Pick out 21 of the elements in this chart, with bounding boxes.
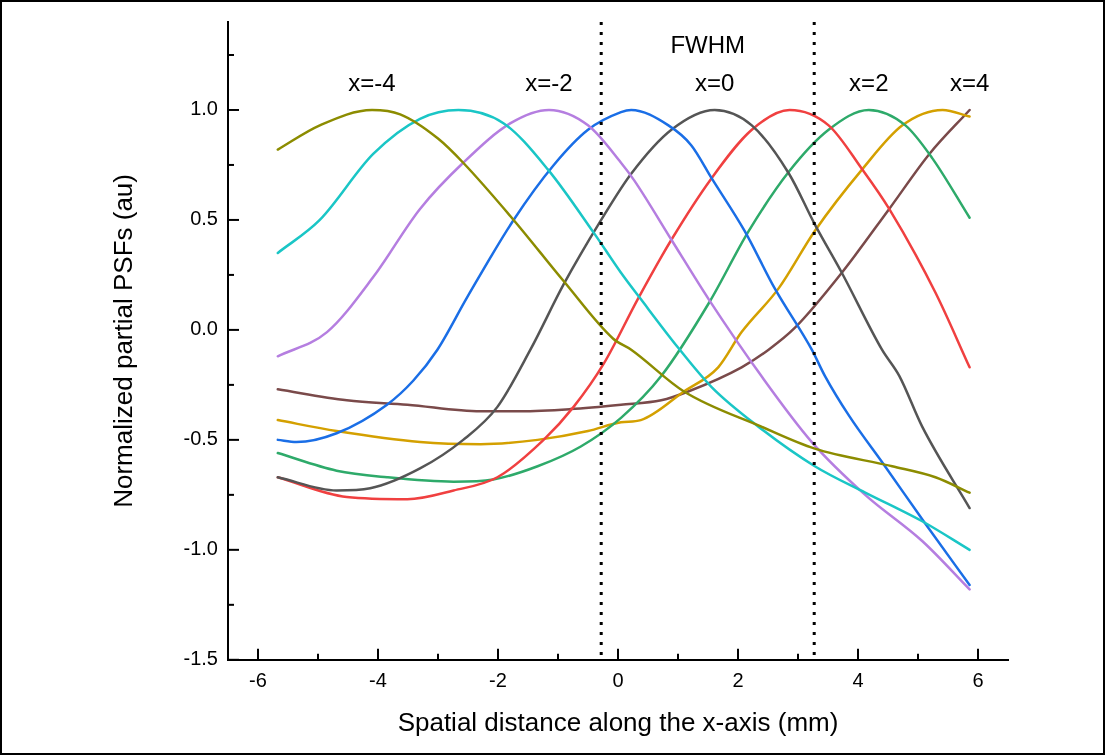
x-tick-label: 6 xyxy=(972,669,984,692)
y-tick-label: 1.0 xyxy=(190,97,218,120)
x-tick-label: 0 xyxy=(612,669,624,692)
y-tick-label: -1.0 xyxy=(183,537,218,560)
x-tick-label: 4 xyxy=(852,669,864,692)
y-tick-label: 0.0 xyxy=(190,317,218,340)
annotation: FWHM xyxy=(670,30,746,58)
x-tick-label: -4 xyxy=(369,669,387,692)
x-tick-label: -6 xyxy=(249,669,267,692)
y-tick-label: -0.5 xyxy=(183,427,218,450)
y-tick-label: -1.5 xyxy=(183,647,218,670)
series-label: x=4 xyxy=(949,68,990,96)
x-tick-label: -2 xyxy=(489,669,507,692)
series-label: x=-4 xyxy=(348,68,396,96)
series-label: x=-2 xyxy=(525,68,573,96)
x-axis-title: Spatial distance along the x-axis (mm) xyxy=(397,706,839,737)
y-tick-label: 0.5 xyxy=(190,207,218,230)
x-tick-label: 2 xyxy=(732,669,744,692)
series-label: x=2 xyxy=(849,68,889,96)
y-axis-title: Normalized partial PSFs (au) xyxy=(107,174,138,508)
series-label: x=0 xyxy=(694,68,735,96)
